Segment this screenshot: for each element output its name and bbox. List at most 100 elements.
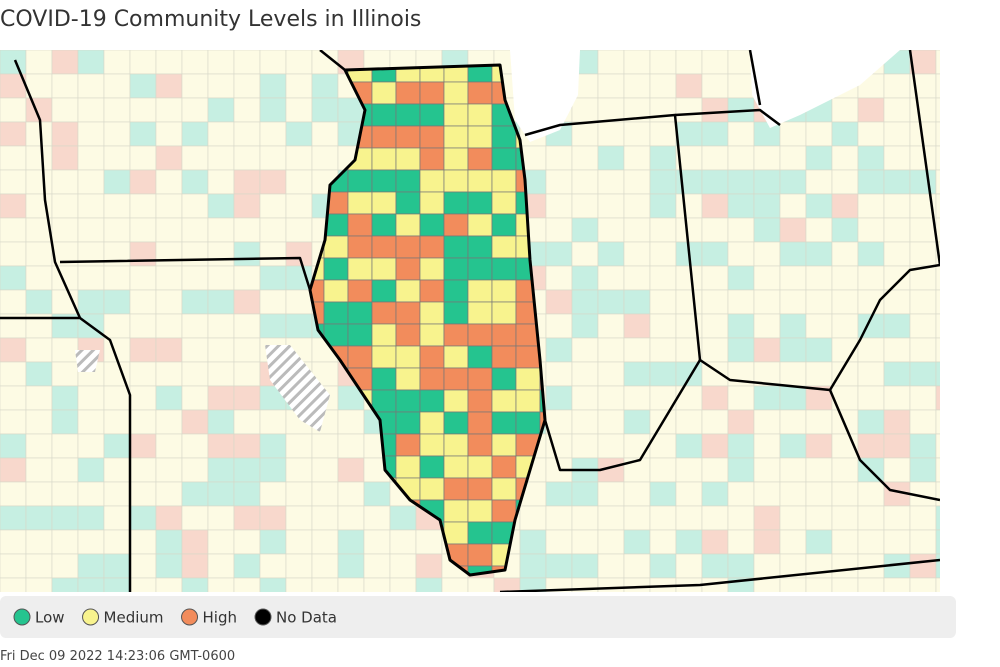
county xyxy=(467,169,493,193)
county xyxy=(883,145,911,171)
county xyxy=(443,103,469,127)
county xyxy=(395,191,421,215)
county xyxy=(805,169,833,195)
county xyxy=(181,529,209,555)
county xyxy=(571,409,599,435)
county xyxy=(129,481,157,507)
county xyxy=(395,433,421,457)
county xyxy=(311,505,339,531)
county xyxy=(779,241,807,267)
county xyxy=(727,385,755,411)
county xyxy=(545,217,573,243)
county xyxy=(649,289,677,315)
county xyxy=(831,145,859,171)
county xyxy=(649,145,677,171)
county xyxy=(323,257,349,281)
county xyxy=(443,477,469,501)
county xyxy=(347,301,373,325)
county xyxy=(491,213,517,237)
county xyxy=(363,481,391,507)
county xyxy=(233,289,261,315)
county xyxy=(909,289,937,315)
county xyxy=(649,457,677,483)
county xyxy=(259,73,287,99)
county xyxy=(623,145,651,171)
county xyxy=(675,289,703,315)
county xyxy=(649,361,677,387)
county xyxy=(935,385,940,411)
county xyxy=(155,289,183,315)
county xyxy=(491,125,517,149)
county xyxy=(207,481,235,507)
county xyxy=(701,481,729,507)
county xyxy=(25,361,53,387)
county xyxy=(515,367,541,391)
county xyxy=(753,169,781,195)
county xyxy=(571,505,599,531)
county xyxy=(571,553,599,579)
county xyxy=(545,553,573,579)
county xyxy=(857,193,885,219)
county xyxy=(233,241,261,267)
county xyxy=(285,529,313,555)
county xyxy=(233,145,261,171)
county xyxy=(129,241,157,267)
county xyxy=(51,337,79,363)
county xyxy=(623,169,651,195)
county xyxy=(103,385,131,411)
county xyxy=(77,409,105,435)
county xyxy=(649,193,677,219)
county xyxy=(77,217,105,243)
county xyxy=(675,481,703,507)
county xyxy=(77,169,105,195)
county xyxy=(675,97,703,123)
county xyxy=(259,289,287,315)
county xyxy=(207,265,235,291)
county xyxy=(909,457,937,483)
county xyxy=(909,241,937,267)
county xyxy=(25,337,53,363)
county xyxy=(371,279,397,303)
county xyxy=(155,385,183,411)
county xyxy=(935,457,940,483)
county xyxy=(285,169,313,195)
county xyxy=(371,257,397,281)
county xyxy=(935,529,940,555)
county xyxy=(597,241,625,267)
county xyxy=(207,121,235,147)
county xyxy=(701,529,729,555)
county xyxy=(129,193,157,219)
county xyxy=(0,241,27,267)
county xyxy=(805,217,833,243)
county xyxy=(623,313,651,339)
county xyxy=(25,529,53,555)
county xyxy=(443,433,469,457)
county xyxy=(649,97,677,123)
county xyxy=(395,455,421,479)
county xyxy=(623,265,651,291)
county xyxy=(727,121,755,147)
county xyxy=(779,481,807,507)
county xyxy=(649,169,677,195)
county xyxy=(129,529,157,555)
county xyxy=(649,265,677,291)
county xyxy=(883,169,911,195)
county xyxy=(597,313,625,339)
county xyxy=(285,50,313,75)
county xyxy=(0,505,27,531)
county xyxy=(883,337,911,363)
county xyxy=(831,457,859,483)
county xyxy=(909,529,937,555)
county xyxy=(207,73,235,99)
county xyxy=(675,409,703,435)
county xyxy=(935,217,940,243)
county xyxy=(155,97,183,123)
county xyxy=(51,529,79,555)
no-data-area xyxy=(75,350,100,372)
county xyxy=(623,50,651,75)
county xyxy=(883,457,911,483)
timestamp: Fri Dec 09 2022 14:23:06 GMT-0600 xyxy=(0,649,235,664)
county xyxy=(779,289,807,315)
county xyxy=(571,313,599,339)
county xyxy=(51,457,79,483)
